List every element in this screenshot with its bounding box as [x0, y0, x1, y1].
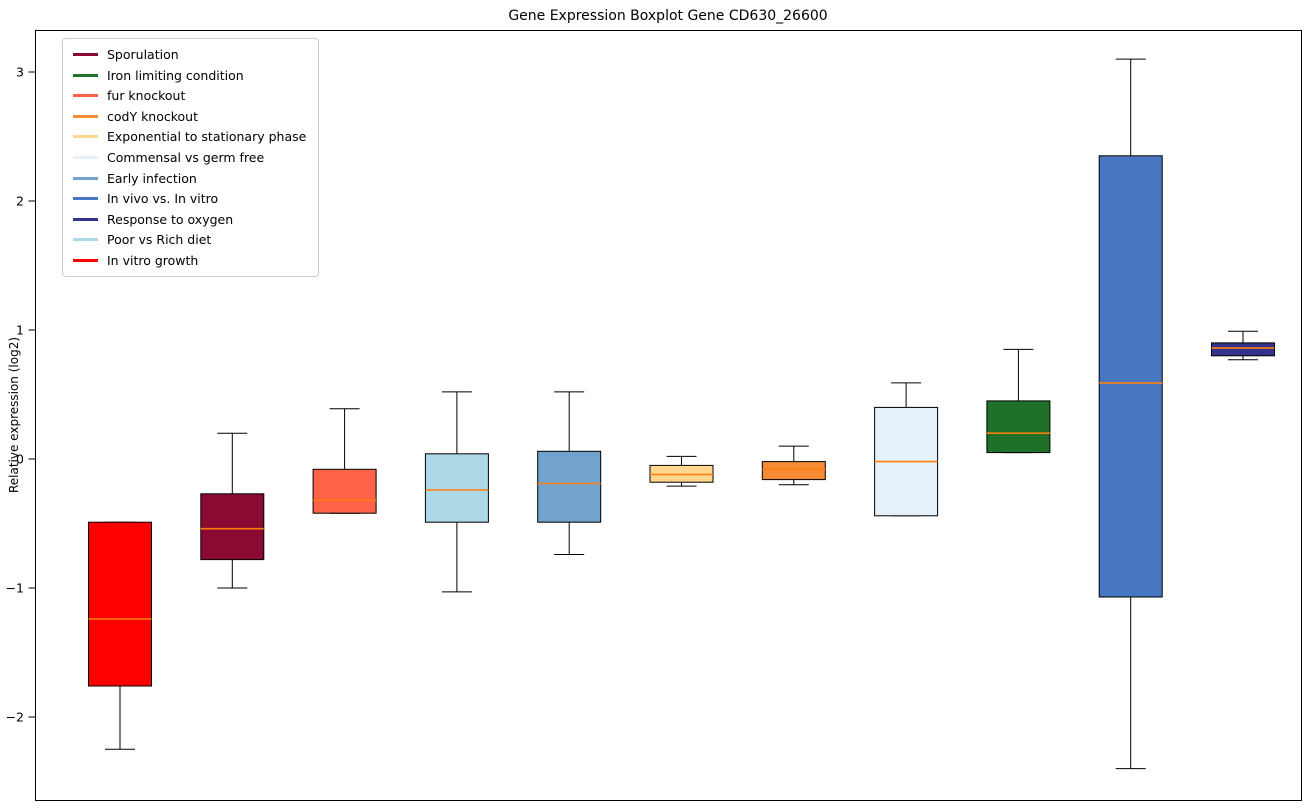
legend-swatch-line: [73, 155, 98, 159]
legend-item-label: Commensal vs germ free: [107, 149, 265, 165]
legend-item: fur knockout: [73, 87, 306, 104]
legend-item: codY knockout: [73, 108, 306, 125]
legend-item-label: Poor vs Rich diet: [107, 232, 212, 248]
legend-swatch-line: [73, 114, 98, 118]
legend-item: In vitro growth: [73, 252, 306, 269]
y-tick-label: −1: [6, 581, 24, 596]
legend-item-label: Early infection: [107, 170, 197, 186]
legend-swatch-line: [73, 176, 98, 180]
y-tick-label: −2: [6, 710, 24, 725]
legend-item: Iron limiting condition: [73, 67, 306, 84]
legend-item: Sporulation: [73, 46, 306, 63]
boxplot-box: [424, 453, 489, 523]
legend-item: Poor vs Rich diet: [73, 231, 306, 248]
chart-title: Gene Expression Boxplot Gene CD630_26600: [508, 8, 828, 24]
legend-item: Response to oxygen: [73, 211, 306, 228]
y-tick-label: 1: [16, 323, 24, 338]
y-tick-label: 0: [16, 452, 24, 467]
boxplot-box: [986, 400, 1051, 454]
boxplot-box: [200, 493, 265, 561]
boxplot-box: [537, 450, 602, 523]
legend-item-label: In vivo vs. In vitro: [107, 191, 219, 207]
legend-item-label: Exponential to stationary phase: [107, 129, 307, 145]
legend-item: Commensal vs germ free: [73, 149, 306, 166]
legend-swatch-line: [73, 135, 98, 139]
y-tick-label: 3: [16, 65, 24, 80]
legend-item-label: Sporulation: [107, 47, 179, 62]
legend-item-label: fur knockout: [107, 88, 186, 104]
legend-swatch-line: [73, 94, 98, 98]
legend-item-label: In vitro growth: [107, 252, 199, 268]
y-tick-label: 2: [16, 194, 24, 209]
legend-item: Exponential to stationary phase: [73, 128, 306, 145]
legend-item-label: Response to oxygen: [107, 211, 234, 227]
legend-swatch-line: [73, 258, 98, 262]
boxplot-box: [761, 461, 826, 481]
plot-frame: [35, 30, 1302, 801]
boxplot-box: [1211, 342, 1275, 357]
boxplot-box: [1098, 155, 1163, 598]
legend-item-label: Iron limiting condition: [107, 67, 244, 83]
legend-swatch-line: [73, 73, 98, 77]
legend-swatch-line: [73, 238, 98, 242]
legend-swatch-line: [73, 217, 98, 221]
legend-item: Early infection: [73, 170, 306, 187]
boxplot-box: [312, 468, 377, 514]
legend-swatch-line: [73, 53, 98, 56]
legend-item-label: codY knockout: [107, 108, 199, 124]
legend-swatch-line: [73, 197, 98, 201]
legend: Sporulation Iron limiting condition fur kn…: [62, 38, 320, 277]
boxplot-box: [88, 521, 152, 687]
legend-item: In vivo vs. In vitro: [73, 190, 306, 207]
